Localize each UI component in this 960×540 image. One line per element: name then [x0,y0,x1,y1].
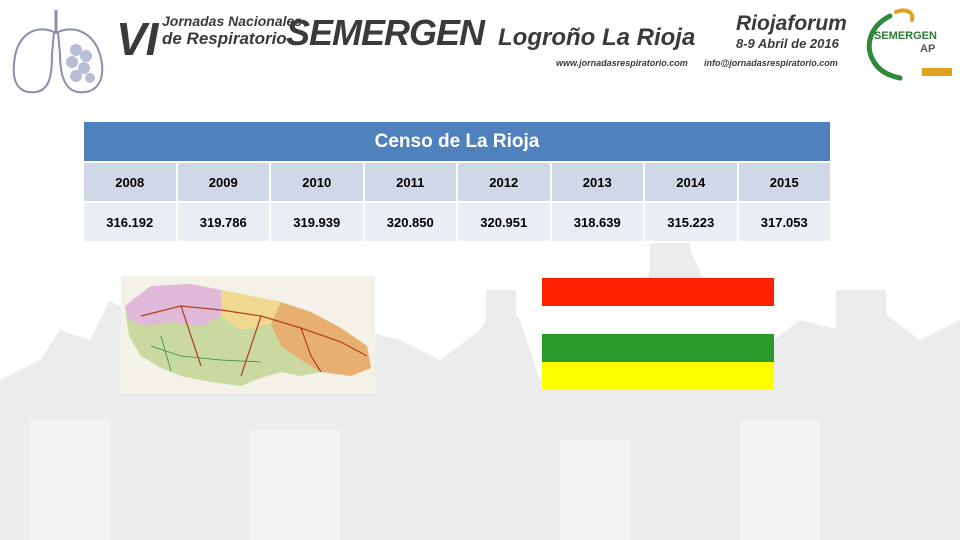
event-dates: 8-9 Abril de 2016 [736,36,839,51]
year-cell: 2015 [736,161,832,203]
year-cell: 2008 [82,161,178,203]
year-cell: 2012 [456,161,552,203]
population-cell: 319.786 [175,201,271,243]
logo-suffix: AP [920,43,936,55]
event-website: www.jornadasrespiratorio.com [556,58,688,68]
population-cell: 319.939 [269,201,365,243]
table-title: Censo de La Rioja [82,120,832,163]
flag-stripe-green [542,334,774,362]
population-cell: 315.223 [643,201,739,243]
population-cell: 317.053 [736,201,832,243]
event-email: info@jornadasrespiratorio.com [704,58,838,68]
population-cell: 320.951 [456,201,552,243]
table-row-years: 2008 2009 2010 2011 2012 2013 2014 2015 [82,161,832,203]
event-location: Logroño La Rioja [498,24,696,51]
flag-stripe-white [542,306,774,334]
population-cell: 320.850 [362,201,458,243]
flag-stripe-red [542,278,774,306]
year-cell: 2010 [269,161,365,203]
edition-number: VI [116,13,158,65]
year-cell: 2013 [549,161,645,203]
year-cell: 2014 [643,161,739,203]
conference-header: VI Jornadas Nacionales de Respiratorio S… [0,0,960,100]
la-rioja-flag [542,278,774,390]
year-cell: 2011 [362,161,458,203]
year-cell: 2009 [175,161,271,203]
event-line-1: Jornadas Nacionales [162,13,303,29]
la-rioja-map-image [121,276,375,394]
population-cell: 316.192 [82,201,178,243]
event-venue: Riojaforum [736,12,847,35]
lungs-icon [12,10,104,94]
population-cell: 318.639 [549,201,645,243]
logo-wordmark: SEMERGEN [874,30,937,42]
flag-stripe-yellow [542,362,774,390]
semergen-logo-icon [866,8,952,81]
organization-title: SEMERGEN [286,12,485,53]
event-line-2: de Respiratorio [162,29,287,48]
census-table: Censo de La Rioja 2008 2009 2010 2011 20… [82,120,832,243]
table-row-population: 316.192 319.786 319.939 320.850 320.951 … [82,201,832,243]
